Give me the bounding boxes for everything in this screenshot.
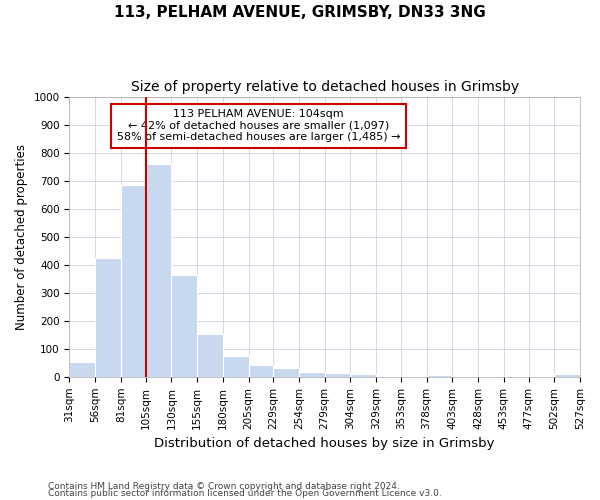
Text: Contains HM Land Registry data © Crown copyright and database right 2024.: Contains HM Land Registry data © Crown c… xyxy=(48,482,400,491)
Bar xyxy=(299,372,325,377)
Text: 113, PELHAM AVENUE, GRIMSBY, DN33 3NG: 113, PELHAM AVENUE, GRIMSBY, DN33 3NG xyxy=(114,5,486,20)
Bar xyxy=(427,374,452,377)
Bar xyxy=(223,356,248,377)
Bar xyxy=(554,374,580,377)
Bar xyxy=(95,258,121,377)
Bar xyxy=(248,365,273,377)
Bar xyxy=(70,362,95,377)
Bar xyxy=(273,368,299,377)
Y-axis label: Number of detached properties: Number of detached properties xyxy=(15,144,28,330)
Bar xyxy=(197,334,223,377)
X-axis label: Distribution of detached houses by size in Grimsby: Distribution of detached houses by size … xyxy=(154,437,495,450)
Text: Contains public sector information licensed under the Open Government Licence v3: Contains public sector information licen… xyxy=(48,490,442,498)
Bar xyxy=(350,374,376,377)
Bar xyxy=(121,185,146,377)
Bar xyxy=(325,374,350,377)
Text: 113 PELHAM AVENUE: 104sqm
← 42% of detached houses are smaller (1,097)
58% of se: 113 PELHAM AVENUE: 104sqm ← 42% of detac… xyxy=(116,109,400,142)
Bar xyxy=(172,274,197,377)
Title: Size of property relative to detached houses in Grimsby: Size of property relative to detached ho… xyxy=(131,80,519,94)
Bar xyxy=(146,164,172,377)
